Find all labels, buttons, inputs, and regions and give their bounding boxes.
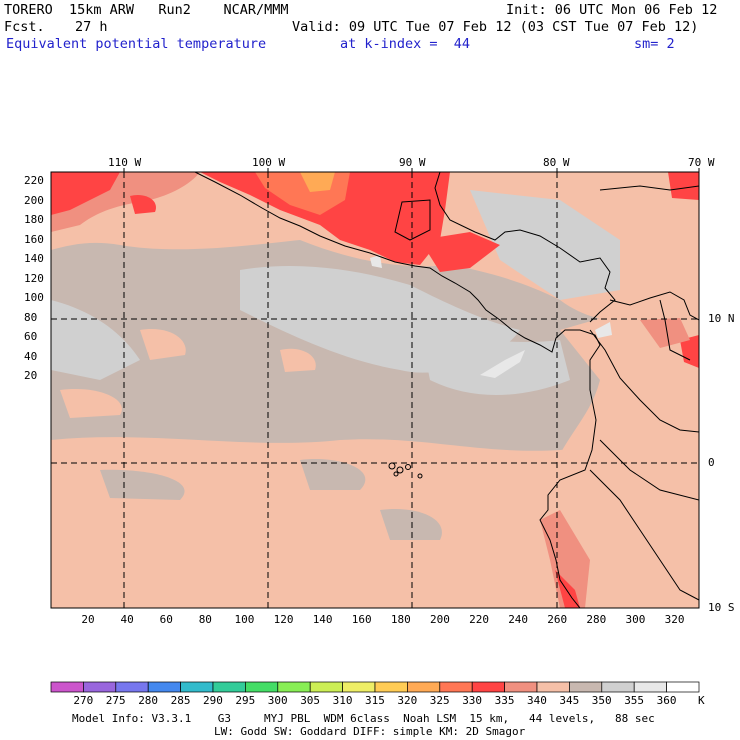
colorbar-level-label: 280 bbox=[138, 694, 159, 707]
lon-label-80w: 80 W bbox=[543, 156, 570, 169]
x-grid-label: 140 bbox=[312, 613, 333, 626]
colorbar-swatch bbox=[277, 681, 311, 693]
smoothing-label: sm= 2 bbox=[634, 36, 675, 52]
colorbar-level-label: 320 bbox=[397, 694, 418, 707]
colorbar-swatch bbox=[601, 681, 635, 693]
lon-label-100w: 100 W bbox=[252, 156, 286, 169]
colorbar-swatch bbox=[50, 681, 84, 693]
lat-label-0: 0 bbox=[708, 456, 715, 469]
colorbar-level-label: 350 bbox=[591, 694, 612, 707]
colorbar-unit: K bbox=[698, 694, 705, 707]
galapagos-islands bbox=[388, 462, 423, 479]
lat-label-10n: 10 N bbox=[708, 312, 735, 325]
colorbar-level-label: 340 bbox=[527, 694, 547, 707]
x-grid-label: 120 bbox=[273, 613, 294, 626]
y-grid-label: 80 bbox=[24, 310, 38, 324]
colorbar bbox=[50, 681, 700, 693]
colorbar-level-label: 295 bbox=[235, 694, 256, 707]
y-grid-label: 160 bbox=[24, 232, 44, 246]
lat-label-10s: 10 S bbox=[708, 601, 735, 614]
field-name: Equivalent potential temperature bbox=[6, 36, 267, 52]
colorbar-swatch bbox=[309, 681, 343, 693]
equivalent-potential-temperature-field bbox=[51, 172, 699, 608]
colorbar-level-label: 310 bbox=[332, 694, 353, 707]
colorbar-level-label: 335 bbox=[494, 694, 515, 707]
colorbar-level-label: 275 bbox=[105, 694, 126, 707]
x-grid-label: 280 bbox=[586, 613, 607, 626]
colorbar-swatch bbox=[633, 681, 667, 693]
x-grid-label: 300 bbox=[625, 613, 646, 626]
lon-ticks bbox=[123, 168, 700, 172]
colorbar-level-label: 290 bbox=[203, 694, 223, 707]
colorbar-level-label: 355 bbox=[624, 694, 645, 707]
colorbar-level-label: 285 bbox=[170, 694, 191, 707]
colorbar-swatch bbox=[536, 681, 570, 693]
colorbar-level-label: 270 bbox=[73, 694, 94, 707]
x-grid-label: 20 bbox=[81, 613, 95, 626]
colorbar-level-label: 325 bbox=[429, 694, 450, 707]
lon-label-70w: 70 W bbox=[688, 156, 715, 169]
x-grid-label: 240 bbox=[508, 613, 529, 626]
x-grid-label: 220 bbox=[469, 613, 489, 626]
y-grid-label: 180 bbox=[24, 213, 44, 226]
map-frame bbox=[50, 171, 700, 609]
y-grid-label: 100 bbox=[24, 291, 44, 304]
coastlines bbox=[194, 172, 699, 608]
x-grid-label: 180 bbox=[390, 613, 411, 626]
forecast-hour: 27 h bbox=[75, 19, 108, 35]
x-grid-label: 100 bbox=[234, 613, 255, 626]
y-grid-label: 140 bbox=[24, 252, 44, 265]
level-index: at k-index = 44 bbox=[340, 36, 471, 52]
colorbar-swatch bbox=[439, 681, 473, 693]
colorbar-swatch bbox=[115, 681, 149, 693]
x-grid-label: 60 bbox=[159, 613, 173, 626]
colorbar-swatch bbox=[147, 681, 181, 693]
y-grid-label: 200 bbox=[24, 193, 44, 207]
y-grid-label: 120 bbox=[24, 271, 44, 285]
colorbar-swatch bbox=[180, 681, 214, 693]
colorbar-swatch bbox=[407, 681, 441, 693]
colorbar-swatch bbox=[245, 681, 279, 693]
colorbar-swatch bbox=[504, 681, 538, 693]
y-grid-label: 60 bbox=[24, 330, 38, 343]
lon-label-110w: 110 W bbox=[108, 156, 142, 169]
forecast-label: Fcst. bbox=[4, 19, 45, 35]
model-info: Model Info: V3.3.1 G3 MYJ PBL WDM 6class… bbox=[72, 712, 655, 725]
colorbar-level-label: 300 bbox=[267, 694, 288, 707]
colorbar-level-label: 315 bbox=[365, 694, 385, 707]
colorbar-level-label: 360 bbox=[656, 694, 677, 707]
colorbar-swatch bbox=[83, 681, 117, 693]
colorbar-swatch bbox=[212, 681, 246, 693]
colorbar-swatch bbox=[471, 681, 505, 693]
x-grid-label: 80 bbox=[198, 613, 212, 626]
lon-label-90w: 90 W bbox=[399, 156, 426, 169]
x-grid-label: 320 bbox=[664, 613, 685, 626]
colorbar-level-label: 305 bbox=[300, 694, 321, 707]
x-grid-label: 40 bbox=[120, 613, 134, 626]
x-grid-label: 200 bbox=[430, 613, 450, 626]
physics-info: LW: Godd SW: Goddard DIFF: simple KM: 2D… bbox=[214, 725, 526, 738]
colorbar-swatch bbox=[374, 681, 408, 693]
y-grid-label: 20 bbox=[24, 369, 38, 382]
colorbar-level-label: 345 bbox=[559, 694, 580, 707]
colorbar-swatch bbox=[569, 681, 603, 693]
colorbar-swatch bbox=[342, 681, 376, 693]
y-grid-label: 220 bbox=[24, 174, 44, 187]
colorbar-level-label: 330 bbox=[462, 694, 483, 707]
y-grid-label: 40 bbox=[24, 349, 38, 363]
valid-time: Valid: 09 UTC Tue 07 Feb 12 (03 CST Tue … bbox=[292, 19, 699, 35]
init-time: Init: 06 UTC Mon 06 Feb 12 bbox=[506, 2, 718, 18]
model-title: TORERO 15km ARW Run2 NCAR/MMM bbox=[4, 2, 289, 18]
colorbar-swatch bbox=[666, 681, 700, 693]
latlon-grid bbox=[51, 172, 699, 608]
x-grid-label: 160 bbox=[351, 613, 372, 626]
x-grid-label: 260 bbox=[547, 613, 568, 626]
